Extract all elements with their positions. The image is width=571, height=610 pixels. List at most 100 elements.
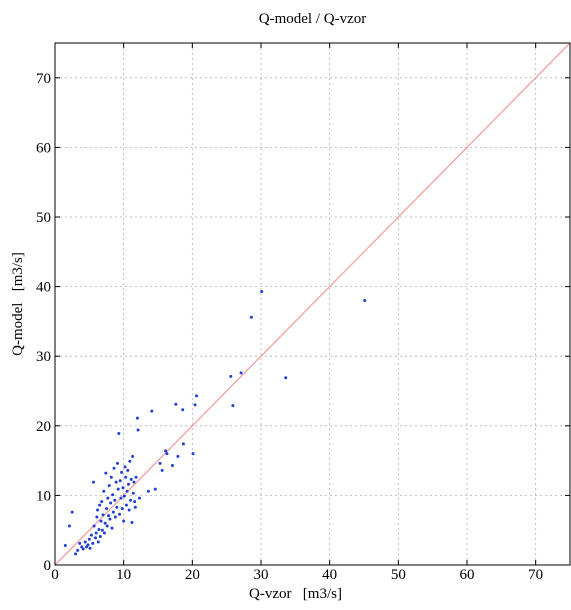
x-tick-label: 60 [460,567,475,583]
data-point [133,500,137,504]
y-tick-label: 20 [36,419,51,435]
data-point [120,507,124,511]
data-point [109,475,113,479]
x-tick-label: 10 [116,567,131,583]
data-point [125,489,129,493]
data-point [136,428,140,432]
data-point [131,491,135,495]
data-point [137,496,141,500]
data-point [109,501,113,505]
data-point [181,442,185,446]
data-point [74,552,78,556]
data-point [249,315,253,319]
data-point [70,510,74,514]
grid [55,43,570,565]
data-point [86,543,90,547]
data-point [231,404,235,408]
data-point [129,498,133,502]
data-point [135,416,139,420]
data-point [100,528,104,532]
data-point [89,533,93,537]
data-point [121,486,125,490]
data-point [130,521,134,525]
data-point [118,479,122,483]
data-point [102,489,106,493]
data-point [101,513,105,517]
data-point [117,431,121,435]
data-point [103,521,107,525]
data-point [102,531,106,535]
x-axis-ticks: 0 10 20 30 40 50 60 70 [51,43,543,583]
data-point [126,482,130,486]
data-point [194,394,198,398]
data-point [100,500,104,504]
chart-title: Q-model / Q-vzor [259,11,366,27]
data-point [133,505,137,509]
data-point [181,408,185,412]
data-point [284,376,288,380]
plot-frame [54,42,571,566]
data-point [150,409,154,413]
data-point [131,454,135,458]
data-point [96,540,100,544]
data-point [126,468,130,472]
data-point [229,374,233,378]
data-point [107,514,111,518]
data-point [67,524,71,528]
data-point [92,524,96,528]
data-point [98,503,102,507]
y-tick-label: 0 [44,558,52,574]
data-point [164,449,168,453]
data-point [124,475,128,479]
data-point [91,480,95,484]
data-point [170,463,174,467]
data-point [111,493,115,497]
data-point [114,480,118,484]
data-point [363,299,367,303]
data-point [120,470,124,474]
y-tick-label: 70 [36,71,51,87]
data-point [174,402,178,406]
x-tick-label: 50 [391,567,406,583]
data-point [118,512,122,516]
data-point [87,537,91,541]
x-tick-label: 0 [51,567,59,583]
y-tick-label: 40 [36,280,51,296]
y-tick-label: 10 [36,488,51,504]
data-point [78,541,82,545]
x-tick-label: 70 [528,567,543,583]
data-point [123,465,127,469]
reference-line [54,42,571,566]
data-point [83,540,87,544]
data-point [119,496,123,500]
y-tick-label: 50 [36,210,51,226]
data-point [94,531,98,535]
data-point [153,487,157,491]
data-point [106,496,110,500]
x-tick-label: 40 [322,567,337,583]
data-point [112,466,116,470]
data-point [113,515,117,519]
y-tick-label: 30 [36,349,51,365]
data-point [122,494,126,498]
x-tick-label: 30 [254,567,269,583]
data-point [239,371,243,375]
data-point [146,489,150,493]
data-point [104,471,108,475]
data-point [160,468,164,472]
data-point [132,480,136,484]
data-point [91,541,95,545]
data-point [260,289,264,293]
data-point [122,519,126,523]
data-point [115,505,119,509]
data-point [98,534,102,538]
scatter-points [63,289,367,556]
data-point [191,452,195,456]
data-point [115,461,119,465]
data-point [158,461,162,465]
data-point [108,517,112,521]
data-point [165,452,169,456]
